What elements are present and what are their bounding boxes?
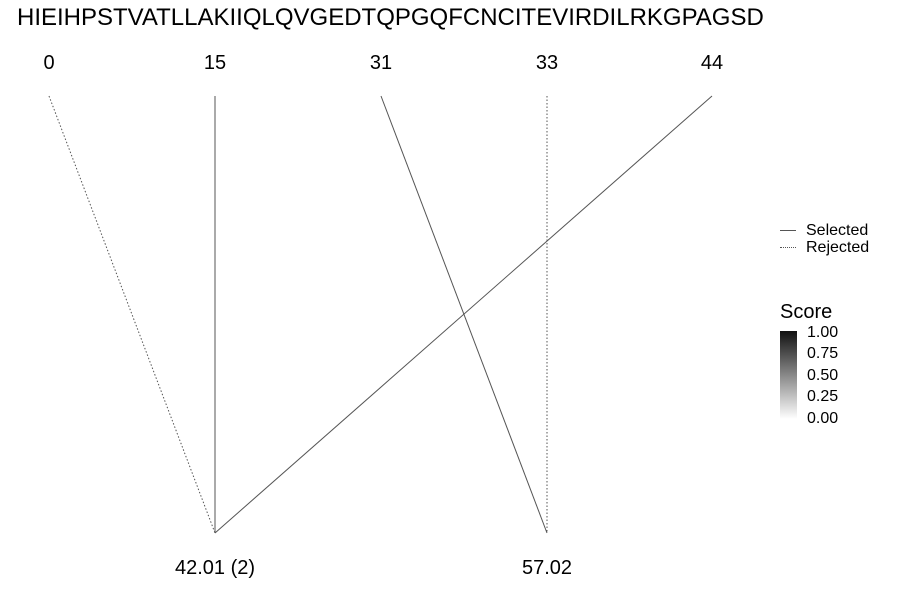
peptide-sequence: HIEIHPSTVATLLAKIIQLQVGEDTQPGQFCNCITEVIRD… (17, 4, 764, 31)
legend-selected: Selected (780, 222, 868, 240)
legend-rejected-label: Rejected (806, 239, 870, 256)
mass-label-42-01: 42.01 (2) (174, 557, 256, 579)
legend-selected-label: Selected (806, 222, 869, 239)
score-tick-0-25: 0.25 (807, 388, 839, 405)
position-label-44: 44 (700, 52, 724, 74)
position-label-31: 31 (369, 52, 393, 74)
dotted-line-icon (780, 247, 796, 249)
score-color-bar (780, 331, 797, 419)
solid-line-icon (780, 230, 796, 232)
legend-rejected: Rejected (780, 239, 869, 257)
link-31-to-57-02 (380, 95, 548, 534)
score-scale-title: Score (780, 301, 833, 323)
position-label-0: 0 (43, 52, 55, 74)
mass-label-57-02: 57.02 (521, 557, 573, 579)
score-tick-0-50: 0.50 (807, 367, 839, 384)
link-0-to-42-01-2 (48, 95, 216, 534)
position-label-33: 33 (535, 52, 559, 74)
score-tick-1-00: 1.00 (807, 324, 839, 341)
score-tick-0-75: 0.75 (807, 345, 839, 362)
position-label-15: 15 (203, 52, 227, 74)
score-tick-0-00: 0.00 (807, 410, 839, 427)
